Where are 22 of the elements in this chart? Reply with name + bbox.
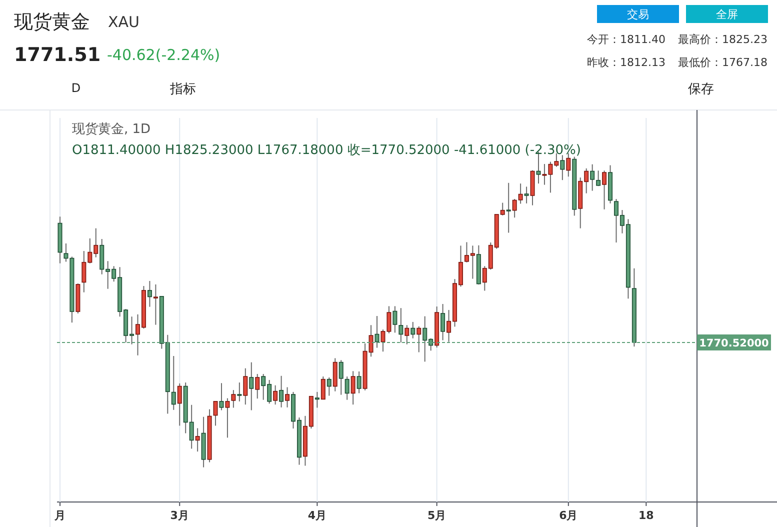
text: 今开：1811.40 (587, 33, 666, 46)
x-tick-label: 6月 (559, 509, 578, 522)
text: 全屏 (716, 8, 738, 21)
text: 现货黄金, 1D (72, 122, 151, 137)
text: 最低价：1767.18 (678, 56, 768, 69)
text: 1770.52000 (699, 337, 769, 350)
text: D (71, 81, 81, 95)
text: 保存 (688, 82, 714, 97)
text: -40.62(-2.24%) (107, 46, 220, 64)
text: 指标 (169, 82, 196, 97)
chart-subtitle: XAU (108, 13, 140, 31)
x-tick-label: 18 (638, 509, 654, 522)
text: 1771.51 (14, 44, 101, 66)
annotation: O1811.40000 H1825.23000 L1767.18000 收=1770.52000 -41.61000 (-2.30%) (72, 143, 581, 158)
text: 最高价：1825.23 (678, 33, 768, 46)
x-tick-label: 3月 (170, 509, 189, 522)
text: 交易 (627, 8, 649, 21)
x-tick-label: 5月 (427, 509, 446, 522)
text: 昨收：1812.13 (587, 56, 666, 69)
chart-title: 现货黄金 (14, 11, 90, 33)
x-tick-label: 月 (53, 509, 66, 522)
x-tick-label: 4月 (308, 509, 327, 522)
